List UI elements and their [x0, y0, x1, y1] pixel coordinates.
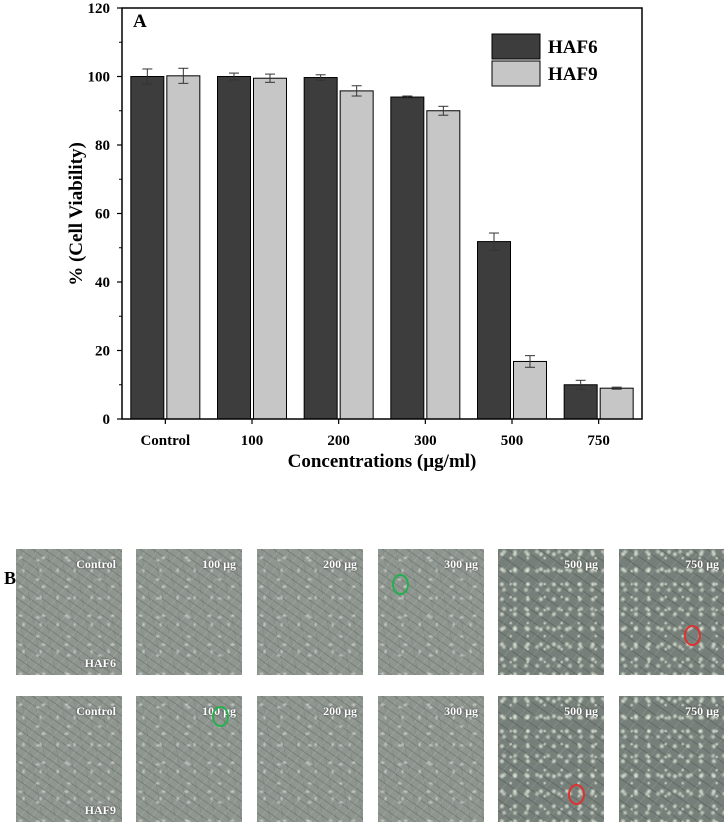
- micrograph-panel: 500 µg: [498, 549, 604, 675]
- cell-marker-circle: [212, 706, 229, 727]
- micrograph-panel: 750 µg: [619, 549, 724, 675]
- micrograph-label: Control: [76, 704, 116, 718]
- cell-viability-chart: 0 20 40 60 80 100 120 Control 100 200 300 500 750 A…: [66, 1, 643, 472]
- y-tick-label: 40: [95, 275, 110, 291]
- micrograph-panel: Control HAF9: [16, 696, 122, 822]
- micrograph-label: 300 µg: [444, 557, 478, 571]
- bar: [390, 96, 425, 420]
- x-axis-title: Concentrations (µg/ml): [288, 451, 477, 472]
- bar: [513, 360, 547, 420]
- error-bar: [611, 386, 622, 390]
- micrograph-label: 750 µg: [685, 557, 719, 571]
- panel-a-label: A: [133, 11, 147, 32]
- error-bar: [142, 68, 153, 85]
- micrograph-strain-label: HAF6: [84, 656, 116, 670]
- y-tick-label: 0: [103, 412, 111, 428]
- legend: HAF6 HAF9: [491, 33, 598, 87]
- bar: [477, 241, 511, 420]
- y-axis-title: % (Cell Viability): [66, 142, 87, 286]
- error-bar: [178, 67, 189, 84]
- y-axis: 0 20 40 60 80 100 120: [88, 1, 122, 428]
- micrograph-label: 500 µg: [564, 557, 598, 571]
- x-tick-label: 500: [501, 433, 524, 449]
- error-bar: [351, 85, 362, 97]
- error-bars-layer: [142, 67, 622, 390]
- micrograph-panel: 750 µg: [619, 696, 724, 822]
- micrograph-label: 300 µg: [444, 704, 478, 718]
- bars-layer: [130, 75, 634, 420]
- bar: [599, 387, 634, 420]
- micrograph-label: 100 µg: [202, 557, 236, 571]
- cell-marker-circle: [684, 625, 701, 646]
- x-tick-label: 100: [241, 433, 264, 449]
- micrograph-panel: 200 µg: [257, 696, 363, 822]
- cell-marker-circle: [392, 574, 409, 595]
- micrograph-panel: Control HAF6: [16, 549, 122, 675]
- micrograph-panel: 200 µg: [257, 549, 363, 675]
- x-tick-label: 200: [327, 433, 350, 449]
- micrograph-label: 500 µg: [564, 704, 598, 718]
- bar: [130, 76, 165, 420]
- micrograph-panel: 100 µg: [136, 549, 242, 675]
- bar: [563, 384, 598, 420]
- panel-b-label: B: [4, 568, 17, 588]
- y-tick-label: 100: [88, 70, 111, 86]
- error-bar: [525, 355, 535, 368]
- error-bar: [575, 379, 586, 390]
- legend-swatch: [491, 33, 541, 60]
- error-bar: [265, 73, 275, 83]
- micrograph-panel: 300 µg: [378, 549, 484, 675]
- bar: [339, 90, 374, 420]
- x-tick-label: 300: [414, 433, 437, 449]
- legend-item: HAF6: [491, 33, 598, 60]
- y-tick-label: 80: [95, 138, 110, 154]
- micrograph-strain-label: HAF9: [84, 803, 116, 817]
- error-bar: [438, 105, 449, 116]
- legend-label: HAF9: [548, 64, 598, 85]
- error-bar: [315, 74, 326, 81]
- bar: [253, 77, 287, 420]
- y-tick-label: 120: [88, 1, 111, 17]
- y-tick-label: 60: [95, 207, 110, 223]
- y-tick-label: 20: [95, 344, 110, 360]
- x-tick-label: Control: [140, 433, 190, 449]
- cell-marker-circle: [568, 784, 585, 805]
- micrograph-label: 200 µg: [323, 557, 357, 571]
- micrograph-label: 200 µg: [323, 704, 357, 718]
- error-bar: [229, 72, 239, 81]
- micrograph-label: 750 µg: [685, 704, 719, 718]
- x-tick-label: 750: [587, 433, 610, 449]
- error-bar: [402, 95, 413, 99]
- legend-label: HAF6: [548, 37, 598, 58]
- micrograph-panel: 300 µg: [378, 696, 484, 822]
- micrograph-panel: 500 µg: [498, 696, 604, 822]
- micrograph-label: Control: [76, 557, 116, 571]
- micrograph-panel: 100 µg: [136, 696, 242, 822]
- bar: [426, 110, 461, 420]
- bar: [303, 77, 338, 420]
- legend-item: HAF9: [491, 60, 598, 87]
- error-bar: [489, 232, 499, 251]
- legend-swatch: [491, 60, 541, 87]
- bar: [217, 76, 251, 420]
- x-axis: Control 100 200 300 500 750: [140, 419, 610, 449]
- bar: [166, 75, 201, 420]
